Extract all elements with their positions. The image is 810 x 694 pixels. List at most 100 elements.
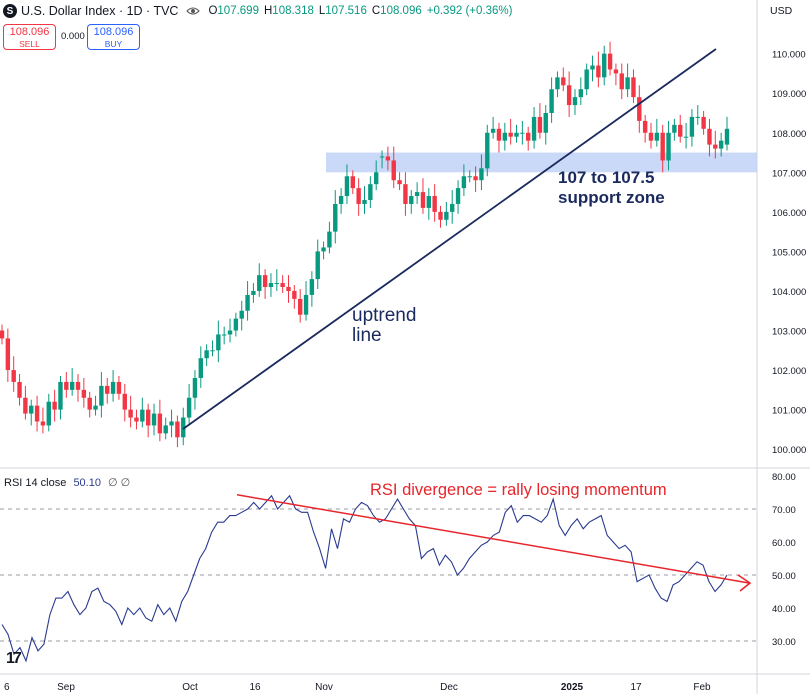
candle-body <box>52 401 57 410</box>
price-tick-label: 106.000 <box>772 208 806 219</box>
uptrend-line <box>182 48 717 430</box>
candle-body <box>426 196 432 208</box>
candle-body <box>227 330 233 335</box>
time-tick-label: 6 <box>4 682 10 693</box>
sell-button[interactable]: 108.096 SELL <box>3 24 56 50</box>
candle-body <box>531 116 537 141</box>
candle-body <box>40 421 46 426</box>
symbol-title[interactable]: U.S. Dollar Index · 1D · TVC <box>21 4 179 18</box>
rsi-label[interactable]: RSI 14 close <box>4 477 67 489</box>
candle-body <box>450 203 455 212</box>
candle-body <box>689 116 695 137</box>
candle-body <box>116 381 122 394</box>
ohlc-key: H <box>263 5 273 17</box>
candle-body <box>175 421 180 438</box>
sell-label: SELL <box>19 39 40 49</box>
candle-body <box>660 132 665 161</box>
candle-body <box>23 397 28 414</box>
ohlc-value: 107.516 <box>325 5 367 17</box>
currency-selector[interactable]: USD <box>770 5 793 17</box>
candle-body <box>221 334 227 336</box>
support-zone <box>326 152 757 173</box>
candle-body <box>327 231 332 248</box>
candle-body <box>578 89 584 98</box>
time-tick-label: Oct <box>182 682 198 693</box>
rsi-tick-label: 40.00 <box>772 604 796 615</box>
candle-body <box>642 120 648 133</box>
rsi-tick-label: 70.00 <box>772 505 796 516</box>
candle-body <box>613 69 619 74</box>
time-tick-label: Nov <box>315 682 333 693</box>
candle-body <box>549 89 554 113</box>
candle-body <box>379 156 385 158</box>
candle-body <box>151 413 157 426</box>
candle-body <box>128 409 133 418</box>
candle-body <box>403 184 408 204</box>
candle-body <box>17 381 22 398</box>
symbol-logo-icon: S <box>3 4 17 18</box>
candle-body <box>420 192 426 208</box>
candle-body <box>262 275 268 288</box>
candle-body <box>186 397 192 418</box>
rsi-value: 50.10 <box>73 477 101 489</box>
candle-body <box>344 176 350 197</box>
candle-body <box>561 77 566 86</box>
ohlc-value: 108.096 <box>380 5 422 17</box>
candle-body <box>5 338 11 371</box>
uptrend-annotation-line1: uptrend <box>352 305 417 326</box>
candle-body <box>496 128 502 141</box>
candle-body <box>362 199 367 204</box>
rsi-na-icons: ∅ ∅ <box>108 477 131 489</box>
candle-body <box>286 287 291 291</box>
spread-value: 0.000 <box>61 31 85 42</box>
candle-body <box>461 176 467 189</box>
candle-body <box>181 417 186 438</box>
ohlc-key: O <box>208 5 218 17</box>
candle-body <box>303 294 309 315</box>
buy-price: 108.096 <box>93 26 134 38</box>
time-tick-label: Dec <box>440 682 458 693</box>
candle-body <box>672 124 677 133</box>
candle-body <box>485 132 490 169</box>
candle-body <box>110 381 116 394</box>
ohlc-value: +0.392 (+0.36%) <box>426 5 513 17</box>
candle-body <box>75 381 81 390</box>
candle-body <box>526 132 531 141</box>
candle-body <box>350 176 356 189</box>
candle-body <box>666 132 671 161</box>
candle-body <box>315 251 320 280</box>
candle-body <box>520 132 525 134</box>
rsi-tick-label: 80.00 <box>772 472 796 483</box>
candle-body <box>122 393 127 410</box>
candle-body <box>537 116 543 133</box>
candle-body <box>607 53 613 70</box>
rsi-tick-label: 30.00 <box>772 637 796 648</box>
candle-body <box>619 73 624 90</box>
buy-button[interactable]: 108.096 BUY <box>87 24 140 50</box>
candle-body <box>555 77 560 90</box>
candle-body <box>309 279 315 295</box>
candle-body <box>93 405 98 410</box>
rsi-line <box>1 494 728 663</box>
candle-body <box>724 128 730 145</box>
candle-body <box>297 298 303 315</box>
ohlc-value: 107.699 <box>217 5 259 17</box>
candle-body <box>46 401 51 426</box>
tradingview-logo: 17 <box>6 650 22 667</box>
candle-body <box>707 128 712 145</box>
candle-body <box>637 97 642 121</box>
candle-body <box>444 211 449 220</box>
candle-body <box>99 385 104 406</box>
candle-body <box>145 409 151 426</box>
candle-body <box>479 168 484 181</box>
candle-body <box>134 417 139 422</box>
candle-body <box>543 112 548 133</box>
eye-icon[interactable] <box>186 5 201 17</box>
candle-body <box>64 381 69 390</box>
sell-price: 108.096 <box>9 26 50 38</box>
candle-body <box>216 334 221 351</box>
candle-body <box>233 318 239 331</box>
price-tick-label: 104.000 <box>772 287 806 298</box>
candle-body <box>87 397 92 410</box>
